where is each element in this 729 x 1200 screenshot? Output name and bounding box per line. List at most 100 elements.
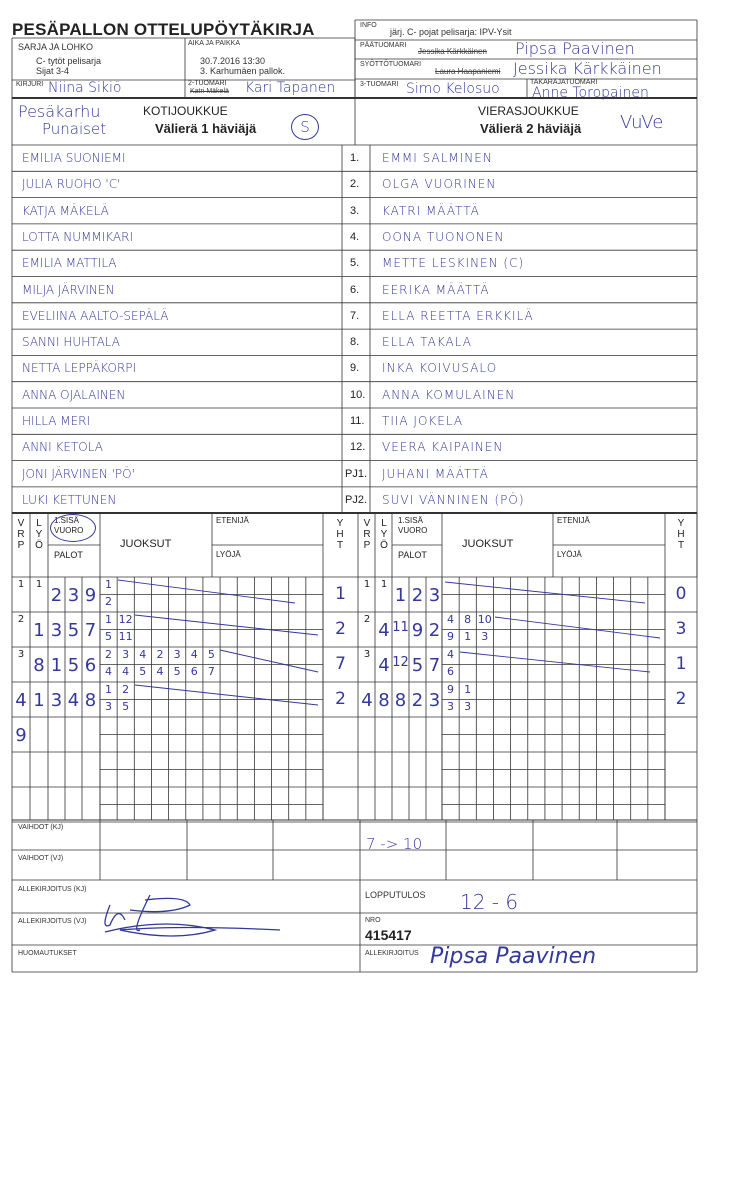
run-batter: 5 (139, 665, 147, 678)
inning-palo: 11 (392, 620, 409, 635)
run-batter: 4 (156, 665, 164, 678)
inning-lyo: 1 (33, 690, 45, 711)
palot-header: PALOT (54, 550, 83, 560)
run-batter: 3 (481, 630, 489, 643)
inning-lyo: 4 (378, 655, 390, 676)
run-runner: 1 (464, 683, 472, 696)
aika-label: AIKA JA PAIKKA (188, 40, 241, 47)
takaraja-label: TAKARAJATUOMARI (530, 79, 598, 86)
etenija-header: ETENIJÄ (216, 516, 249, 525)
inning-palo: 3 (50, 690, 63, 711)
home-player: EMILIA SUONIEMI (22, 151, 126, 165)
home-player: MILJA JÄRVINEN (22, 282, 115, 297)
inning-palo: 9 (411, 620, 424, 641)
run-batter: 3 (464, 700, 472, 713)
run-runner: 2 (105, 648, 112, 661)
away-player: SUVI VÄNNINEN (PÖ) (382, 492, 525, 507)
away-player: ELLA REETTA ERKKILÄ (382, 308, 534, 323)
lyo-header: L Y Ö (380, 518, 388, 551)
syotto-struck: Laura Haapaniemi (435, 67, 501, 76)
vrp-header: V R P (17, 518, 25, 551)
roster-number: PJ2. (345, 493, 368, 506)
syotto-value: Jessika Kärkkäinen (513, 59, 662, 78)
run-batter: 6 (447, 665, 454, 678)
run-runner: 4 (447, 648, 454, 661)
palot-header: PALOT (398, 550, 427, 560)
away-player: ELLA TAKALA (382, 335, 472, 350)
lyoja-header: LYÖJÄ (216, 550, 241, 559)
run-runner: 2 (156, 648, 164, 661)
run-batter: 11 (118, 630, 133, 643)
run-batter: 9 (447, 630, 454, 643)
inning-palo: 9 (84, 585, 97, 606)
inning-palo: 3 (67, 585, 80, 606)
run-batter: 5 (105, 630, 112, 643)
away-player: EERIKA MÄÄTTÄ (382, 282, 490, 297)
away-subtitle: Välierä 2 häviäjä (480, 121, 582, 136)
home-player: JONI JÄRVINEN 'PÖ' (22, 466, 135, 481)
huomautukset-label: HUOMAUTUKSET (18, 950, 77, 957)
home-player: ANNA OJALAINEN (22, 387, 126, 402)
syotto-label: SYÖTTÖTUOMARI (360, 61, 422, 68)
tuomari3-label: 3-TUOMARI (360, 81, 399, 88)
rule-line (444, 581, 646, 604)
run-batter: 2 (105, 595, 112, 608)
home-player: LOTTA NUMMIKARI (22, 229, 133, 244)
inning-palo: 5 (67, 655, 80, 676)
tuomari3-value: Simo Kelosuo (406, 81, 500, 97)
away-player: ANNA KOMULAINEN (382, 387, 516, 402)
inning-lyo: 1 (33, 620, 45, 641)
roster-number: 1. (350, 152, 360, 164)
inning-palo: 3 (428, 690, 441, 711)
paatuomari-struck: Jessika Kärkkäinen (418, 47, 487, 56)
home-team-line1: Pesäkarhu (18, 102, 101, 121)
rule-line (134, 684, 319, 706)
home-player: NETTA LEPPÄKORPI (22, 361, 137, 376)
run-batter: 4 (122, 665, 130, 678)
inning-vrp: 3 (363, 649, 371, 660)
nro-label: NRO (365, 917, 381, 924)
home-player: ANNI KETOLA (22, 440, 103, 455)
nro-value: 415417 (365, 927, 412, 943)
inning-lyo: 4 (378, 620, 390, 641)
lyo-header: L Y Ö (35, 518, 43, 551)
away-player: EMMI SALMINEN (382, 151, 493, 165)
inning-palo: 12 (392, 655, 409, 670)
away-label: VIERASJOUKKUE (478, 104, 579, 118)
paatuomari-label: PÄÄTUOMARI (360, 42, 407, 49)
inning-palo: 6 (84, 655, 97, 676)
away-player: OLGA VUORINEN (382, 177, 497, 192)
away-team: VuVe (620, 112, 664, 133)
inning-palo: 1 (50, 655, 63, 676)
inning-palo: 2 (50, 585, 63, 606)
inning-vrp: 9 (15, 725, 27, 746)
away-player: INKA KOIVUSALO (382, 361, 498, 376)
run-runner: 4 (447, 613, 454, 626)
home-label: KOTIJOUKKUE (143, 104, 228, 118)
roster-number: PJ1. (345, 467, 368, 480)
inning-palo: 2 (411, 690, 424, 711)
kirjuri-value: Niina Sikiö (48, 80, 122, 96)
aika-line2: 3. Karhumäen pallok. (200, 66, 286, 76)
inning-total: 0 (675, 584, 687, 604)
juoksut-header: JUOKSUT (120, 538, 172, 550)
inning-lyo: 1 (380, 579, 388, 590)
inning-palo: 1 (394, 585, 407, 606)
roster-number: 2. (350, 178, 360, 191)
aika-line1: 30.7.2016 13:30 (200, 56, 266, 66)
sisa-header: 1.SISÄ (398, 516, 423, 525)
roster-number: 12. (350, 441, 366, 454)
inning-vrp: 2 (17, 614, 25, 625)
inning-total: 1 (675, 654, 687, 674)
rule-line (219, 649, 319, 673)
rule-line (494, 616, 661, 639)
home-player: EMILIA MATTILA (22, 256, 117, 271)
info-label: INFO (360, 22, 377, 29)
home-player: EVELIINA AALTO-SEPÄLÄ (22, 308, 169, 323)
roster-number: 4. (350, 230, 360, 243)
roster-number: 7. (350, 309, 360, 322)
run-runner: 10 (477, 613, 492, 626)
home-player: LUKI KETTUNEN (22, 492, 117, 507)
vaihdot-kj-entry: 7 -> 10 (366, 835, 423, 853)
info-value: järj. C- pojat pelisarja: IPV-Ysit (390, 27, 512, 37)
